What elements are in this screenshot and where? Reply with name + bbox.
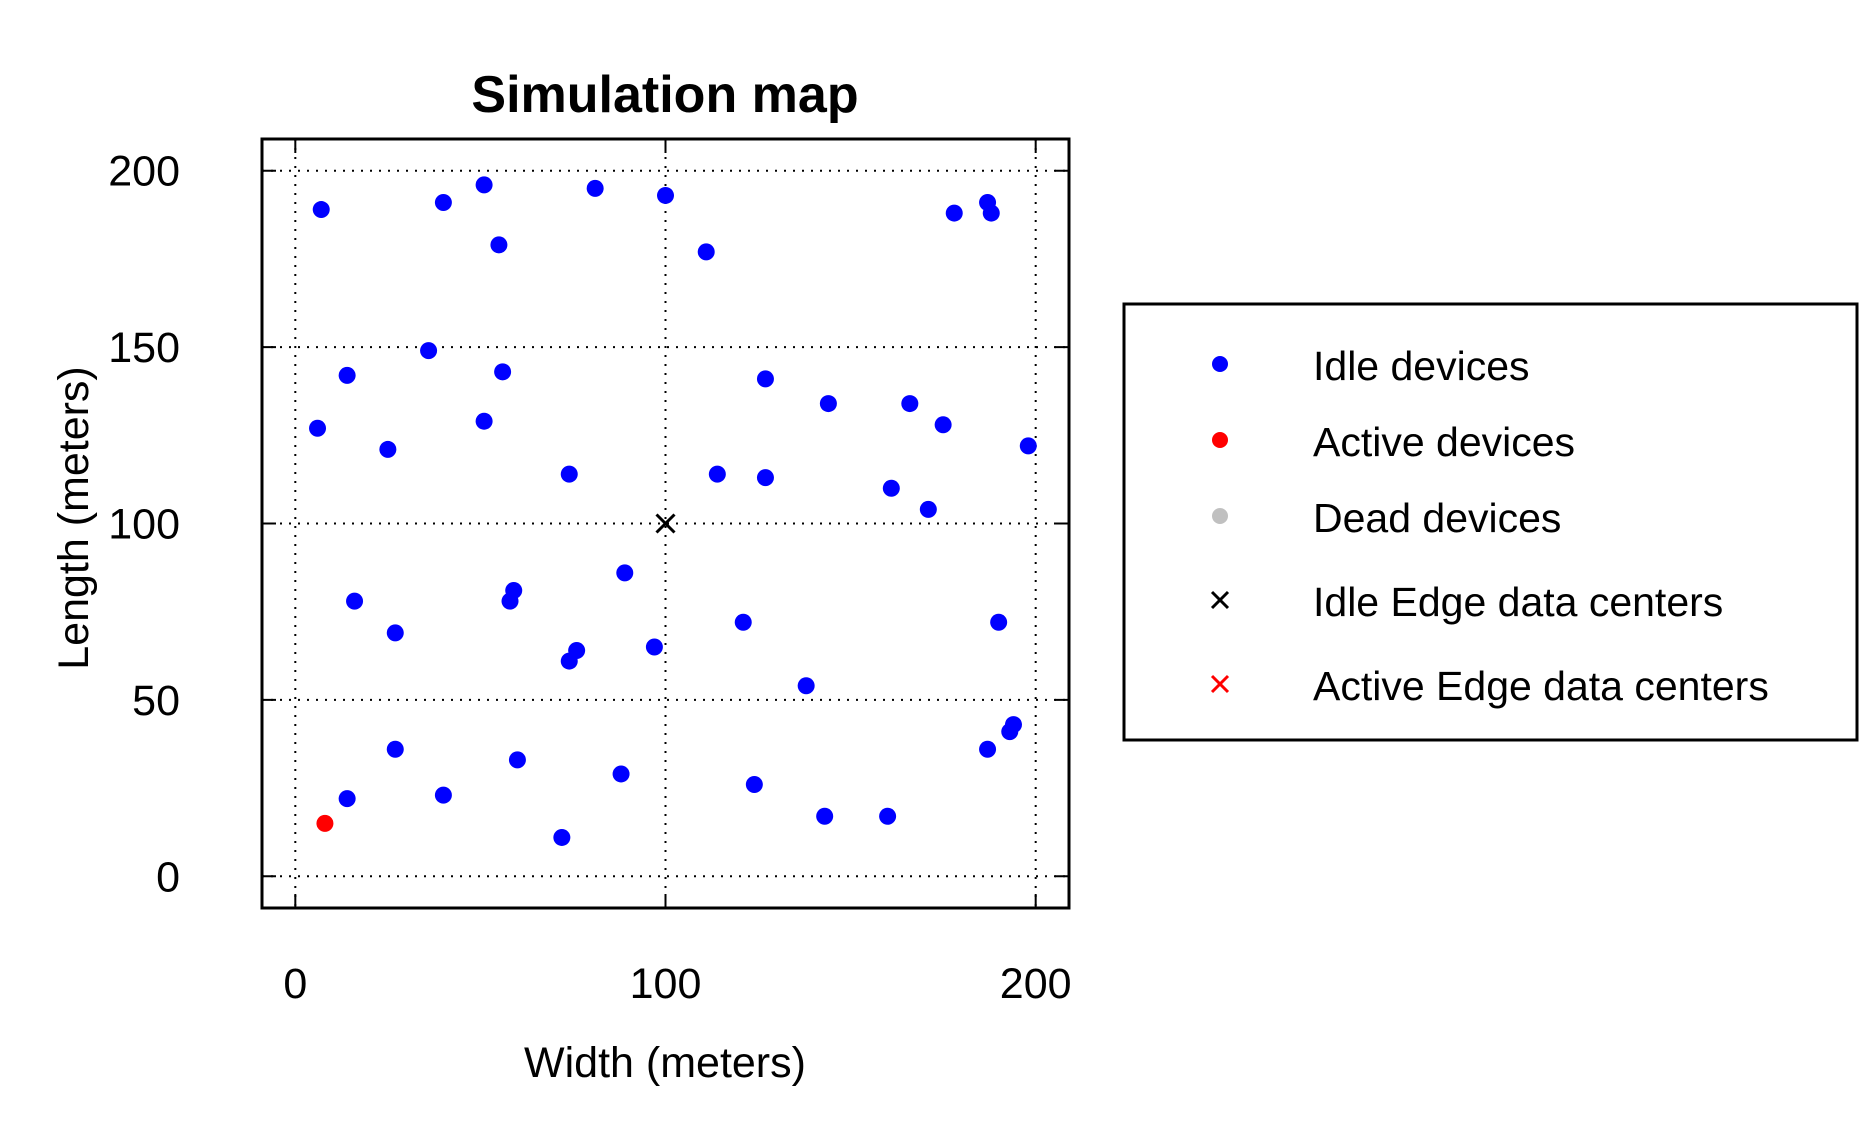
idle-devices-point: [612, 765, 630, 783]
idle-devices-point: [338, 366, 356, 384]
idle-devices-point: [309, 419, 327, 437]
idle-devices-point: [475, 176, 493, 194]
idle-devices-point: [490, 236, 508, 254]
idle-devices-point: [346, 592, 364, 610]
idle-devices-point: [645, 638, 663, 656]
idle-devices-point: [982, 204, 1000, 222]
axis-ticks: [262, 139, 1069, 908]
idle-devices-point: [501, 592, 519, 610]
idle-devices-point: [616, 564, 634, 582]
idle-devices-point: [560, 465, 578, 483]
idle-devices-point: [756, 469, 774, 487]
data-points: [309, 176, 1037, 846]
y-tick-label: 100: [108, 501, 180, 549]
idle-devices-point: [338, 790, 356, 808]
idle-devices-point: [586, 179, 604, 197]
idle-devices-point: [494, 363, 512, 381]
legend-label-idle-edge-data-centers: Idle Edge data centers: [1313, 579, 1723, 625]
idle-devices-point: [745, 776, 763, 794]
idle-devices-point: [697, 243, 715, 261]
idle-devices-point: [379, 440, 397, 458]
grid-lines: [262, 139, 1069, 908]
legend-marker-active-edge-data-centers: [1210, 674, 1230, 694]
idle-devices-point: [990, 613, 1008, 631]
idle-devices-point: [560, 652, 578, 670]
idle-devices-point: [879, 807, 897, 825]
idle-devices-point: [919, 500, 937, 518]
idle-devices-point: [508, 751, 526, 769]
idle-devices-point: [945, 204, 963, 222]
idle-devices-point: [420, 342, 438, 360]
idle-devices-point: [797, 677, 815, 695]
y-tick-label: 50: [132, 677, 180, 725]
chart-title: Simulation map: [471, 66, 858, 124]
legend-box: [1122, 302, 1859, 742]
active-devices-point: [316, 814, 334, 832]
idle-devices-point: [386, 740, 404, 758]
y-tick-label: 0: [156, 853, 180, 901]
idle-devices-point: [934, 416, 952, 434]
legend-marker-dead-devices: [1212, 508, 1228, 524]
idle-devices-point: [434, 193, 452, 211]
legend-marker-active-devices: [1212, 432, 1228, 448]
idle-devices-point: [882, 479, 900, 497]
idle-devices-point: [708, 465, 726, 483]
idle-devices-point: [1019, 437, 1037, 455]
idle-devices-point: [553, 828, 571, 846]
y-axis-label: Length (meters): [50, 366, 98, 670]
x-tick-label: 200: [1000, 960, 1072, 1008]
idle-devices-point: [819, 395, 837, 413]
legend-label-active-edge-data-centers: Active Edge data centers: [1313, 663, 1769, 709]
idle-devices-point: [816, 807, 834, 825]
legend-label-idle-devices: Idle devices: [1313, 343, 1530, 389]
legend-marker-idle-edge-data-centers: [1210, 590, 1230, 610]
legend-label-active-devices: Active devices: [1313, 419, 1575, 465]
idle-devices-point: [1004, 716, 1022, 734]
idle-edge-data-centers-point: [655, 513, 676, 534]
x-tick-label: 0: [283, 960, 307, 1008]
y-tick-label: 150: [108, 324, 180, 372]
legend-label-dead-devices: Dead devices: [1313, 495, 1561, 541]
idle-devices-point: [756, 370, 774, 388]
legend: Idle devices Active devices Dead devices Id…: [1122, 302, 1859, 742]
idle-devices-point: [657, 186, 674, 204]
idle-devices-point: [386, 624, 404, 642]
y-tick-label: 200: [108, 148, 180, 196]
idle-devices-point: [734, 613, 752, 631]
idle-devices-point: [434, 786, 452, 804]
idle-devices-point: [475, 412, 493, 430]
x-axis-label: Width (meters): [524, 1039, 806, 1087]
idle-devices-point: [312, 201, 330, 219]
x-tick-label: 100: [630, 960, 702, 1008]
tick-labels: 0 100 200 0 50 100 150 200: [108, 148, 1071, 1008]
legend-marker-idle-devices: [1212, 356, 1228, 372]
idle-devices-point: [979, 740, 997, 758]
idle-devices-point: [901, 395, 919, 413]
